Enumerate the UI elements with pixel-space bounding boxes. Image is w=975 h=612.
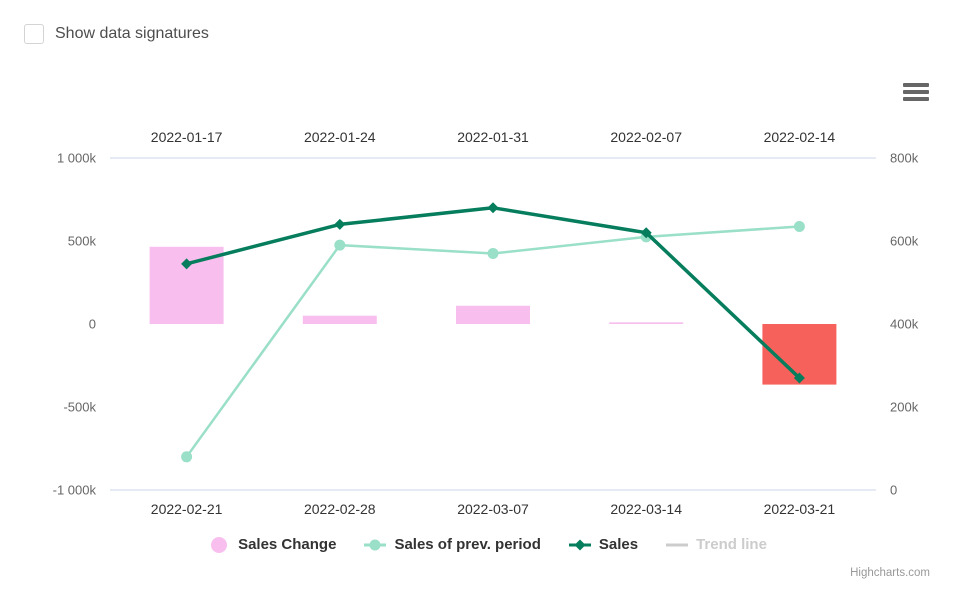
prev-period-line[interactable]: [185, 225, 801, 459]
right-axis-tick-label: 800k: [890, 151, 919, 166]
legend-line-diamond-marker: [568, 537, 591, 553]
show-data-signatures-checkbox[interactable]: [24, 24, 44, 44]
bottom-axis-category-label: 2022-03-21: [764, 501, 836, 517]
sales-point-marker[interactable]: [640, 227, 652, 239]
bottom-axis-category-label: 2022-03-14: [610, 501, 682, 517]
legend-item-sales-change[interactable]: Sales Change: [208, 536, 336, 553]
legend-label: Sales Change: [238, 536, 337, 553]
top-axis-category-label: 2022-02-07: [610, 129, 682, 145]
hamburger-icon: [903, 97, 929, 101]
prev-period-point-marker[interactable]: [487, 247, 499, 259]
prev-period-point-marker[interactable]: [793, 220, 805, 232]
legend-label: Sales: [598, 536, 639, 553]
hamburger-icon: [903, 83, 929, 87]
top-axis-category-label: 2022-01-17: [151, 129, 223, 145]
legend-plain-line-marker: [666, 537, 689, 553]
highcharts-credits-link[interactable]: Highcharts.com: [850, 567, 930, 579]
top-axis-category-label: 2022-02-14: [764, 129, 836, 145]
legend-item-sales[interactable]: Sales: [568, 536, 639, 553]
legend-label: Sales of prev. period: [394, 536, 541, 553]
top-axis-category-label: 2022-01-31: [457, 129, 529, 145]
top-axis-category-label: 2022-01-24: [304, 129, 376, 145]
prev-period-point-marker[interactable]: [334, 239, 346, 251]
left-axis-tick-label: -500k: [63, 400, 96, 415]
legend-item-trend-line[interactable]: Trend line: [666, 536, 767, 553]
show-data-signatures-control: Show data signatures: [24, 24, 209, 44]
sales-point-marker[interactable]: [334, 218, 346, 230]
bottom-axis-category-label: 2022-03-07: [457, 501, 529, 517]
prev-period-point-marker[interactable]: [181, 451, 193, 463]
bottom-axis-category-label: 2022-02-21: [151, 501, 223, 517]
legend-label: Trend line: [696, 536, 767, 553]
hamburger-icon: [903, 90, 929, 94]
right-axis-tick-label: 0: [890, 483, 897, 498]
sales-point-marker[interactable]: [793, 372, 805, 384]
column-sales-change[interactable]: [456, 305, 530, 324]
sales-point-marker[interactable]: [487, 202, 499, 214]
bottom-axis-category-label: 2022-02-28: [304, 501, 376, 517]
right-axis-tick-label: 200k: [890, 400, 919, 415]
legend-circle-swatch: [208, 536, 230, 553]
left-axis-tick-label: 0: [89, 317, 96, 332]
chart-legend: Sales Change Sales of prev. period Sales Tr…: [0, 536, 975, 553]
left-axis-tick-label: 1 000k: [57, 151, 97, 166]
sales-point-marker[interactable]: [181, 258, 193, 270]
column-sales-change[interactable]: [302, 315, 377, 324]
right-axis-tick-label: 400k: [890, 317, 919, 332]
column-sales-change[interactable]: [609, 322, 684, 324]
chart-context-menu-button[interactable]: [903, 80, 931, 104]
left-axis-tick-label: -1 000k: [53, 483, 97, 498]
legend-line-circle-marker: [364, 537, 387, 553]
show-data-signatures-label[interactable]: Show data signatures: [55, 25, 209, 42]
left-axis-tick-label: 500k: [68, 234, 97, 249]
right-axis-tick-label: 600k: [890, 234, 919, 249]
legend-item-sales-of-prev-period[interactable]: Sales of prev. period: [364, 536, 541, 553]
